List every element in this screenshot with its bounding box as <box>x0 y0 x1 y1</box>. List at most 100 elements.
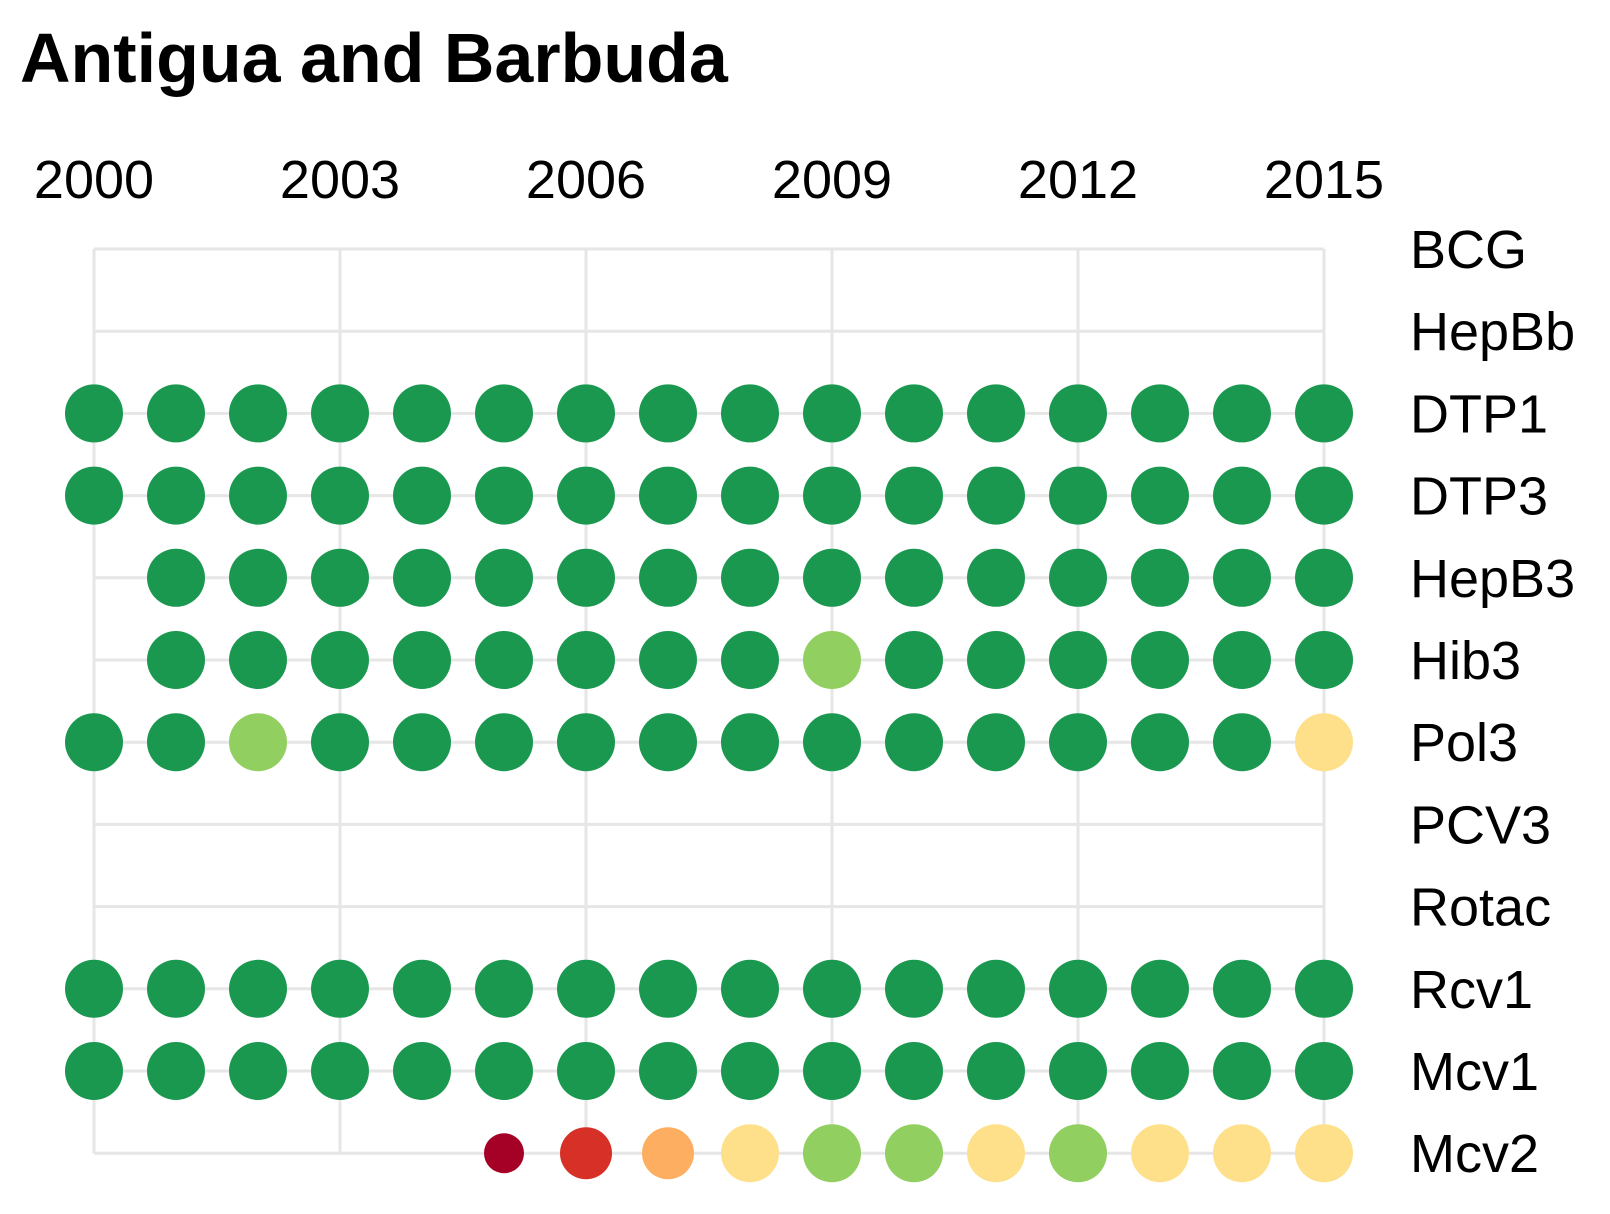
dot-hepb3-2014 <box>1213 548 1271 607</box>
dot-hepb3-2015 <box>1295 548 1353 607</box>
dot-mcv2-2007 <box>642 1127 694 1180</box>
row-label-hepb3: HepB3 <box>1410 549 1575 609</box>
dot-rcv1-2007 <box>639 959 697 1018</box>
dot-mcv2-2010 <box>885 1124 943 1183</box>
dot-rcv1-2002 <box>229 959 287 1018</box>
x-tick-label-2000: 2000 <box>34 150 154 210</box>
dot-dtp3-2008 <box>721 466 779 525</box>
dot-hepb3-2003 <box>311 548 369 607</box>
dot-dtp3-2006 <box>557 466 615 525</box>
row-label-mcv2: Mcv2 <box>1410 1124 1539 1184</box>
dot-hepb3-2005 <box>475 548 533 607</box>
dot-mcv2-2005 <box>484 1133 524 1174</box>
x-tick-label-2003: 2003 <box>280 150 400 210</box>
dot-dtp1-2000 <box>65 384 123 443</box>
dot-dtp1-2005 <box>475 384 533 443</box>
dot-hib3-2015 <box>1295 631 1353 689</box>
dot-pol3-2008 <box>721 713 779 772</box>
x-tick-label-2015: 2015 <box>1264 150 1384 210</box>
dot-mcv2-2011 <box>967 1124 1025 1183</box>
row-label-rotac: Rotac <box>1410 878 1551 938</box>
dot-hib3-2005 <box>475 631 533 689</box>
dot-mcv1-2005 <box>475 1042 533 1100</box>
dot-dtp1-2013 <box>1131 384 1189 443</box>
dot-dtp3-2005 <box>475 466 533 525</box>
dot-dtp3-2012 <box>1049 466 1107 525</box>
dot-rcv1-2008 <box>721 959 779 1018</box>
dot-hepb3-2011 <box>967 548 1025 607</box>
dot-hepb3-2010 <box>885 548 943 607</box>
dot-pol3-2003 <box>311 713 369 772</box>
vaccine-row-labels: BCG HepBb DTP1 DTP3 HepB3 Hib3 Pol3 PCV3 Rotac Rc… <box>1410 220 1575 1184</box>
dot-mcv2-2008 <box>721 1124 779 1183</box>
dot-rcv1-2014 <box>1213 959 1271 1018</box>
dot-pol3-2001 <box>147 713 205 772</box>
dot-hib3-2004 <box>393 631 451 689</box>
dot-pol3-2007 <box>639 713 697 772</box>
dot-dtp1-2007 <box>639 384 697 443</box>
dot-hepb3-2008 <box>721 548 779 607</box>
row-label-mcv1: Mcv1 <box>1410 1042 1539 1102</box>
dot-pol3-2012 <box>1049 713 1107 772</box>
row-label-dtp1: DTP1 <box>1410 384 1548 444</box>
dot-mcv1-2000 <box>65 1042 123 1100</box>
dot-dtp1-2001 <box>147 384 205 443</box>
dot-rcv1-2012 <box>1049 959 1107 1018</box>
dot-hib3-2009 <box>803 631 861 689</box>
dot-hepb3-2002 <box>229 548 287 607</box>
dot-mcv1-2009 <box>803 1042 861 1100</box>
dot-hib3-2002 <box>229 631 287 689</box>
dot-hib3-2007 <box>639 631 697 689</box>
dot-hepb3-2001 <box>147 548 205 607</box>
dot-rcv1-2015 <box>1295 959 1353 1018</box>
row-label-dtp3: DTP3 <box>1410 467 1548 527</box>
dot-hepb3-2004 <box>393 548 451 607</box>
dot-mcv1-2003 <box>311 1042 369 1100</box>
x-tick-label-2009: 2009 <box>772 150 892 210</box>
dot-mcv2-2015 <box>1295 1124 1353 1183</box>
dot-pol3-2014 <box>1213 713 1271 772</box>
x-axis-tick-labels: 2000 2003 2006 2009 2012 2015 <box>34 150 1384 210</box>
dot-mcv1-2007 <box>639 1042 697 1100</box>
dot-dtp1-2004 <box>393 384 451 443</box>
dot-mcv1-2012 <box>1049 1042 1107 1100</box>
dot-dtp3-2010 <box>885 466 943 525</box>
dot-dtp1-2012 <box>1049 384 1107 443</box>
x-tick-label-2006: 2006 <box>526 150 646 210</box>
dot-pol3-2015 <box>1295 713 1353 772</box>
coverage-dots <box>65 384 1353 1183</box>
dot-dtp1-2011 <box>967 384 1025 443</box>
dot-dtp1-2010 <box>885 384 943 443</box>
row-label-pol3: Pol3 <box>1410 713 1518 773</box>
dot-hib3-2013 <box>1131 631 1189 689</box>
dot-dtp1-2003 <box>311 384 369 443</box>
dot-dtp3-2015 <box>1295 466 1353 525</box>
dot-rcv1-2010 <box>885 959 943 1018</box>
dot-mcv2-2006 <box>560 1127 612 1180</box>
dot-rcv1-2001 <box>147 959 205 1018</box>
dot-rcv1-2006 <box>557 959 615 1018</box>
dot-dtp3-2013 <box>1131 466 1189 525</box>
dot-dtp1-2008 <box>721 384 779 443</box>
dot-mcv1-2011 <box>967 1042 1025 1100</box>
row-label-hib3: Hib3 <box>1410 631 1521 691</box>
dot-dtp1-2006 <box>557 384 615 443</box>
dot-mcv1-2006 <box>557 1042 615 1100</box>
dot-pol3-2005 <box>475 713 533 772</box>
dot-mcv1-2014 <box>1213 1042 1271 1100</box>
dot-rcv1-2013 <box>1131 959 1189 1018</box>
dot-mcv2-2009 <box>803 1124 861 1183</box>
dot-pol3-2002 <box>229 713 287 772</box>
dot-mcv1-2002 <box>229 1042 287 1100</box>
dot-pol3-2006 <box>557 713 615 772</box>
dot-dtp3-2004 <box>393 466 451 525</box>
dot-hepb3-2012 <box>1049 548 1107 607</box>
dot-hib3-2010 <box>885 631 943 689</box>
dot-hepb3-2009 <box>803 548 861 607</box>
dot-mcv1-2013 <box>1131 1042 1189 1100</box>
grid-lines <box>92 247 1326 1155</box>
dot-dtp3-2011 <box>967 466 1025 525</box>
dot-dtp3-2009 <box>803 466 861 525</box>
dot-dtp3-2003 <box>311 466 369 525</box>
